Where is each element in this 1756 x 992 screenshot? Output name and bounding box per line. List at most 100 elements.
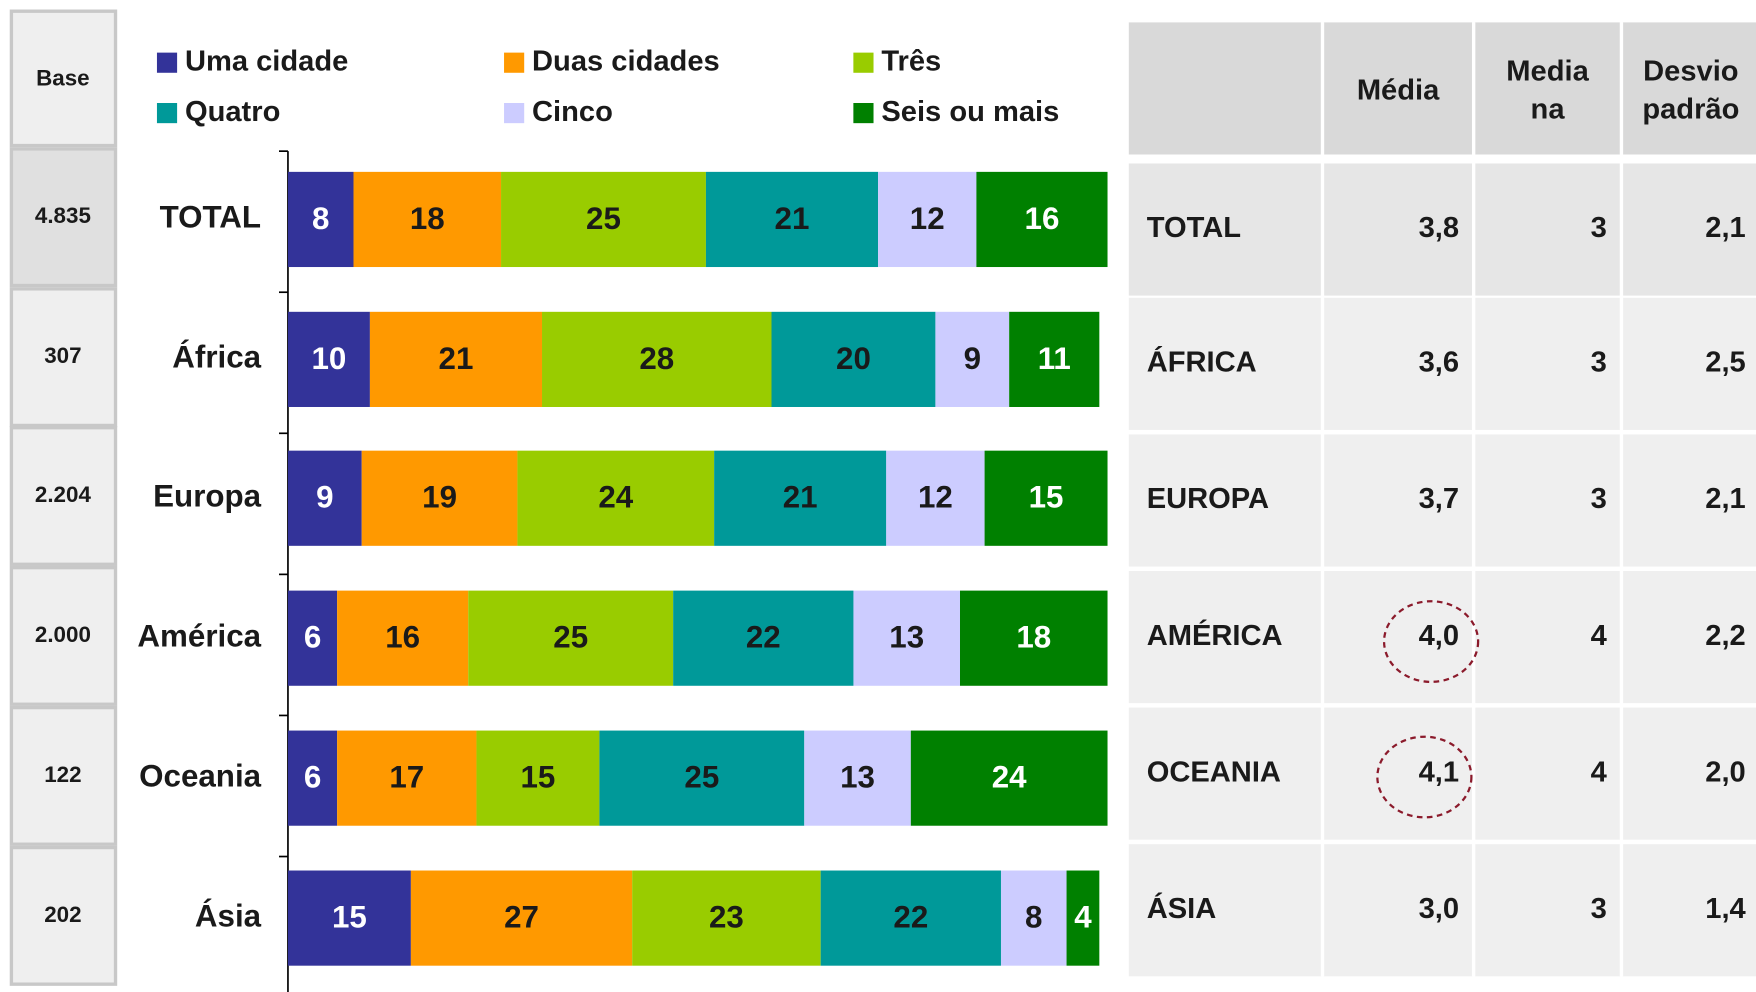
table-value: 4 — [1591, 620, 1608, 652]
bar-segment — [501, 171, 706, 268]
base-value: 122 — [44, 762, 81, 787]
table-row-label: ÁSIA — [1147, 891, 1217, 925]
table-value: 3 — [1591, 483, 1607, 515]
bar-segment — [1066, 870, 1100, 966]
bar-value-label: 13 — [889, 620, 924, 655]
table-value: 2,2 — [1705, 620, 1745, 652]
bar-segment — [337, 590, 469, 686]
table-value: 3,6 — [1419, 347, 1459, 379]
bar-value-label: 17 — [389, 760, 424, 795]
bar-value-label: 12 — [910, 201, 945, 236]
plot: TOTAL 8 18 25 21 12 16 África 10 21 28 20 9 11 Europa 9… — [137, 150, 1108, 992]
bar-segment — [476, 730, 600, 826]
bar-segment — [984, 450, 1108, 546]
bar-value-label: 8 — [312, 201, 329, 236]
bar-value-label: 18 — [1016, 620, 1051, 655]
legend-swatch — [853, 52, 874, 73]
category-label: África — [172, 340, 261, 375]
legend-label: Seis ou mais — [881, 96, 1059, 128]
bar-value-label: 15 — [1029, 480, 1064, 515]
table-cell — [1128, 297, 1322, 430]
table-value: 2,1 — [1705, 212, 1745, 244]
bar-value-label: 21 — [775, 201, 810, 236]
legend-label: Quatro — [185, 96, 280, 128]
table-value: 3 — [1591, 893, 1607, 925]
base-header: Base — [36, 65, 89, 90]
table-cell — [1128, 844, 1322, 977]
base-value: 2.204 — [35, 482, 92, 507]
table-cell — [1622, 297, 1756, 430]
bar-segment — [468, 590, 674, 686]
table-value: 2,1 — [1705, 483, 1745, 515]
base-value: 2.000 — [35, 622, 91, 647]
table-cell — [1128, 163, 1322, 296]
bar-segment — [337, 730, 477, 826]
legend-label: Três — [881, 45, 941, 77]
bar-segment — [714, 450, 887, 546]
table-header: padrão — [1642, 94, 1739, 126]
table-row-label: TOTAL — [1147, 212, 1241, 244]
base-cell — [9, 426, 118, 566]
table-header: Média — [1357, 74, 1440, 106]
bar-segment — [632, 870, 821, 966]
bar-value-label: 21 — [439, 341, 474, 376]
bar-value-label: 24 — [598, 480, 633, 515]
category-label: Oceania — [139, 758, 261, 793]
table-cell — [1622, 434, 1756, 567]
base-cell — [9, 705, 118, 846]
bar-segment — [599, 730, 805, 826]
stats-table: Média Media na Desvio padrão TOTAL 3,8 3 2,1 ÁFRI… — [1128, 22, 1756, 977]
bar-segment — [287, 450, 362, 546]
table-header: na — [1531, 94, 1566, 126]
bar-segment — [804, 730, 911, 826]
bar-value-label: 24 — [992, 760, 1027, 795]
table-cell — [1474, 297, 1621, 430]
bar-segment — [369, 311, 543, 407]
table-header-bg — [1128, 22, 1322, 155]
table-cell — [1128, 434, 1322, 567]
bar-segment — [910, 730, 1108, 826]
table-cell — [1474, 163, 1621, 296]
bar-segment — [542, 311, 772, 407]
table-cell — [1323, 163, 1473, 296]
table-cell — [1323, 707, 1473, 840]
legend-label: Uma cidade — [185, 45, 348, 77]
highlights — [1376, 600, 1480, 819]
bar-segment — [976, 171, 1108, 268]
bar-value-label: 20 — [836, 341, 871, 376]
bar-segment — [820, 870, 1001, 966]
table-row-label: AMÉRICA — [1147, 618, 1283, 652]
category-label: Europa — [153, 479, 261, 514]
bar-value-label: 9 — [964, 341, 981, 376]
bar-value-label: 9 — [316, 480, 333, 515]
bar-segment — [287, 730, 338, 826]
table-value: 3 — [1591, 347, 1607, 379]
bar-value-label: 11 — [1038, 341, 1071, 376]
legend-swatch — [156, 103, 178, 124]
table-header-cell — [1474, 22, 1621, 155]
bar-value-label: 16 — [1025, 201, 1060, 236]
base-column: Base 4.835 307 2.204 2.000 122 202 — [9, 9, 118, 986]
table-cell — [1474, 707, 1621, 840]
bar-value-label: 27 — [504, 900, 539, 935]
bar-segment — [410, 870, 633, 966]
bar-value-label: 22 — [746, 620, 781, 655]
bar-segment — [673, 590, 854, 686]
table-cell — [1128, 707, 1322, 840]
table-row-label: EUROPA — [1147, 483, 1269, 515]
table-value: 4 — [1591, 756, 1608, 788]
table-cell — [1323, 571, 1473, 704]
table-cell — [1474, 434, 1621, 567]
bar-segment — [361, 450, 518, 546]
bar-value-label: 21 — [783, 480, 818, 515]
bar-segment — [853, 590, 961, 686]
category-label: Ásia — [195, 898, 262, 933]
table-cell — [1622, 707, 1756, 840]
bar-value-label: 6 — [304, 760, 321, 795]
table-row-label: OCEANIA — [1147, 756, 1281, 788]
table-row-label: ÁFRICA — [1147, 345, 1257, 379]
bar-value-label: 13 — [840, 760, 875, 795]
table-value: 2,0 — [1705, 756, 1745, 788]
table-value: 4,0 — [1419, 620, 1459, 652]
